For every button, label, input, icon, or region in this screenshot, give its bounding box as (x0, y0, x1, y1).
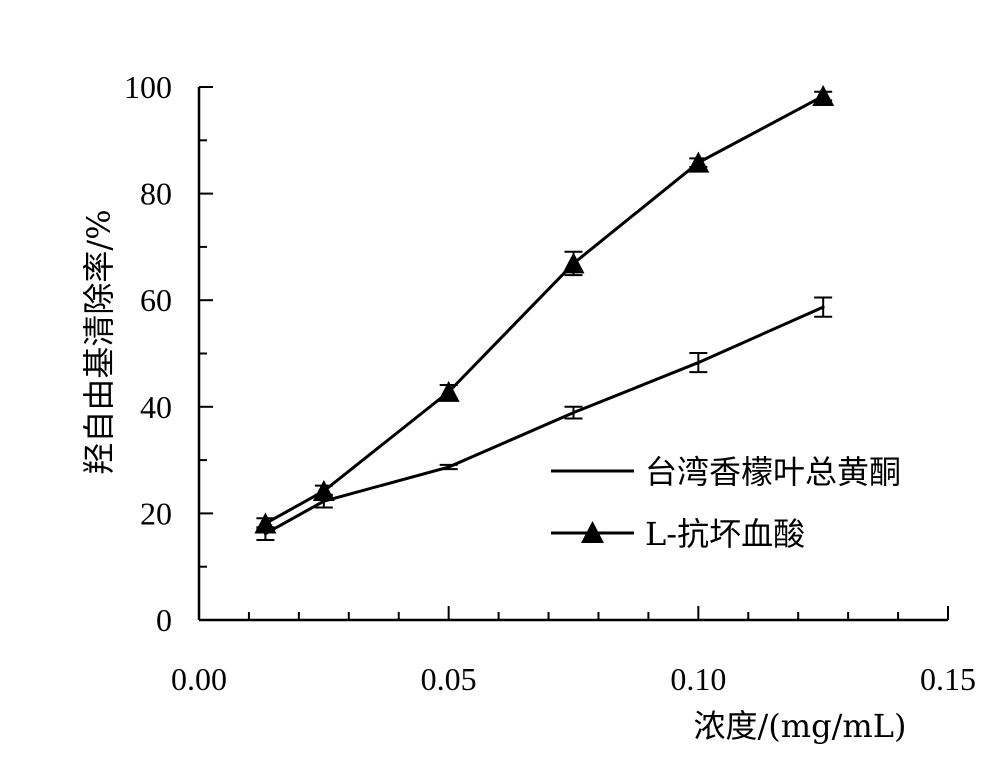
data-point-triangle (812, 85, 835, 107)
data-point-triangle (312, 480, 335, 502)
series-1 (256, 296, 833, 542)
data-point (572, 411, 575, 415)
x-tick-label: 0.15 (920, 661, 976, 697)
y-tick-label: 60 (140, 282, 172, 318)
legend: 台湾香檬叶总黄酮 L-抗坏血酸 (551, 453, 901, 553)
legend-triangle-marker (581, 521, 604, 543)
x-axis-label: 浓度/(mg/mL) (694, 707, 907, 745)
data-point-triangle (437, 380, 460, 402)
legend-label-series-2: L-抗坏血酸 (645, 515, 805, 553)
y-tick-label: 80 (140, 176, 172, 212)
data-point-triangle (562, 252, 585, 274)
axes (197, 87, 948, 622)
x-tick-label: 0.10 (670, 661, 726, 697)
data-point-triangle (687, 151, 710, 173)
y-tick-label: 100 (124, 69, 172, 105)
series-2 (254, 85, 835, 534)
y-axis-label: 羟自由基清除率/% (80, 209, 118, 474)
y-axis-ticks: 0 20 40 60 80 100 (124, 69, 213, 638)
plot-area (254, 85, 835, 542)
y-tick-label: 0 (156, 602, 172, 638)
x-axis-ticks: 0.00 0.05 0.10 0.15 (171, 606, 976, 697)
series-line (264, 94, 824, 525)
series-line (264, 305, 824, 535)
x-tick-label: 0.00 (171, 661, 227, 697)
x-tick-label: 0.05 (421, 661, 477, 697)
data-point (447, 465, 451, 469)
data-point (821, 305, 825, 309)
legend-label-series-1: 台湾香檬叶总黄酮 (645, 453, 901, 491)
y-tick-label: 20 (140, 495, 172, 531)
y-tick-label: 40 (140, 389, 172, 425)
data-point (696, 361, 700, 365)
data-point-triangle (254, 512, 277, 534)
